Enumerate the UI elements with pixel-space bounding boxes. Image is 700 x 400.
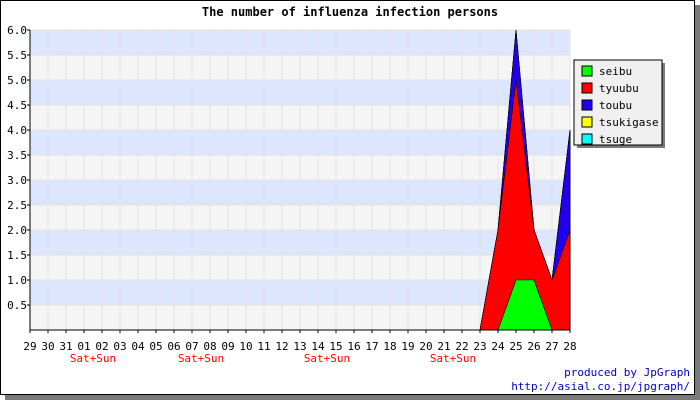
weekend-label: Sat+Sun bbox=[70, 352, 116, 365]
x-tick-label: 02 bbox=[95, 340, 108, 353]
y-tick-label: 3.0 bbox=[7, 174, 27, 187]
y-tick-label: 5.5 bbox=[7, 49, 27, 62]
weekend-label: Sat+Sun bbox=[430, 352, 476, 365]
x-tick-label: 13 bbox=[293, 340, 306, 353]
y-tick-label: 4.0 bbox=[7, 124, 27, 137]
legend-label-toubu: toubu bbox=[599, 99, 632, 112]
legend: seibu tyuubu toubu tsukigase tsuge bbox=[573, 59, 665, 148]
legend-label-tsuge: tsuge bbox=[599, 133, 632, 146]
x-tick-label: 14 bbox=[311, 340, 325, 353]
axes bbox=[27, 29, 571, 333]
x-tick-label: 03 bbox=[113, 340, 126, 353]
y-tick-label: 1.5 bbox=[7, 249, 27, 262]
x-tick-label: 11 bbox=[257, 340, 270, 353]
y-tick-label: 2.5 bbox=[7, 199, 27, 212]
legend-swatch-toubu bbox=[581, 99, 593, 111]
credit-url: http://asial.co.jp/jpgraph/ bbox=[511, 380, 690, 393]
x-tick-label: 08 bbox=[203, 340, 216, 353]
x-tick-label: 15 bbox=[329, 340, 342, 353]
x-tick-label: 07 bbox=[185, 340, 198, 353]
x-tick-label: 09 bbox=[221, 340, 234, 353]
x-tick-label: 24 bbox=[491, 340, 505, 353]
legend-swatch-tyuubu bbox=[581, 82, 593, 94]
x-tick-label: 31 bbox=[59, 340, 72, 353]
legend-label-tyuubu: tyuubu bbox=[599, 82, 639, 95]
y-tick-label: 6.0 bbox=[7, 24, 27, 37]
legend-swatch-tsukigase bbox=[581, 116, 593, 128]
weekend-labels: Sat+Sun Sat+Sun Sat+Sun Sat+Sun bbox=[70, 352, 476, 365]
x-tick-label: 30 bbox=[41, 340, 54, 353]
legend-swatch-tsuge bbox=[581, 133, 593, 145]
x-tick-label: 04 bbox=[131, 340, 145, 353]
x-tick-label: 27 bbox=[545, 340, 558, 353]
weekend-label: Sat+Sun bbox=[178, 352, 224, 365]
x-tick-label: 22 bbox=[455, 340, 468, 353]
y-tick-label: 3.5 bbox=[7, 149, 27, 162]
x-tick-label: 23 bbox=[473, 340, 486, 353]
x-tick-label: 18 bbox=[383, 340, 396, 353]
x-tick-label: 01 bbox=[77, 340, 90, 353]
legend-swatch-seibu bbox=[581, 65, 593, 77]
x-tick-label: 29 bbox=[23, 340, 36, 353]
weekend-label: Sat+Sun bbox=[304, 352, 350, 365]
y-tick-label: 5.0 bbox=[7, 74, 27, 87]
x-tick-label: 26 bbox=[527, 340, 540, 353]
legend-label-seibu: seibu bbox=[599, 65, 632, 78]
legend-label-tsukigase: tsukigase bbox=[599, 116, 659, 129]
x-tick-label: 05 bbox=[149, 340, 162, 353]
y-tick-label: 0.5 bbox=[7, 299, 27, 312]
area-series bbox=[30, 29, 571, 331]
x-tick-label: 12 bbox=[275, 340, 288, 353]
x-tick-label: 17 bbox=[365, 340, 378, 353]
chart-title: The number of influenza infection person… bbox=[202, 5, 498, 19]
y-tick-labels: 6.0 5.5 5.0 4.5 4.0 3.5 3.0 2.5 2.0 1.5 1.0 0.5 bbox=[7, 24, 27, 312]
y-tick-label: 4.5 bbox=[7, 99, 27, 112]
y-tick-label: 2.0 bbox=[7, 224, 27, 237]
x-tick-label: 19 bbox=[401, 340, 414, 353]
x-tick-labels: 29 30 31 01 02 03 04 05 06 07 08 09 10 11 12 13 14 15 16 17… bbox=[23, 340, 576, 353]
y-tick-label: 1.0 bbox=[7, 274, 27, 287]
credit-line: produced by JpGraph bbox=[564, 366, 690, 379]
x-tick-label: 10 bbox=[239, 340, 252, 353]
x-tick-label: 25 bbox=[509, 340, 522, 353]
x-tick-label: 20 bbox=[419, 340, 432, 353]
x-tick-label: 06 bbox=[167, 340, 180, 353]
x-tick-label: 28 bbox=[563, 340, 576, 353]
x-tick-label: 21 bbox=[437, 340, 450, 353]
x-tick-label: 16 bbox=[347, 340, 360, 353]
